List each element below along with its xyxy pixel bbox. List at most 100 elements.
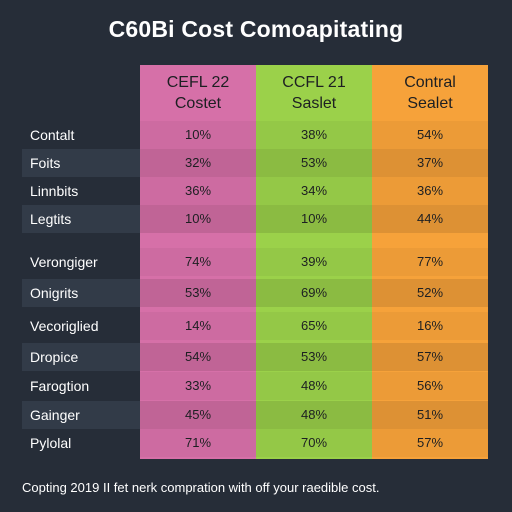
table-cell: 36% — [184, 183, 212, 198]
table-cell: 77% — [416, 254, 444, 269]
column-header-line: Costet — [174, 95, 222, 112]
comparison-table: CEFL 22 Costet CCFL 21 Saslet Contral Sealet C… — [22, 65, 490, 459]
table-row: Linnbits 36% 34% 36% — [22, 177, 490, 205]
table-cell: 56% — [416, 378, 444, 393]
row-stripe — [22, 279, 140, 307]
column-header-line: Sealet — [407, 95, 453, 112]
table-cell: 37% — [416, 155, 444, 170]
table-cell: 51% — [416, 407, 444, 422]
column-header: CCFL 21 Saslet — [256, 65, 372, 121]
row-shade — [140, 312, 256, 340]
row-shade — [256, 177, 372, 205]
table-cell: 36% — [416, 183, 444, 198]
table-cell: 10% — [184, 127, 212, 142]
row-shade — [256, 205, 372, 233]
row-label: Gainger — [30, 407, 80, 423]
table-row: Foits 32% 53% 37% — [22, 149, 490, 177]
row-shade — [372, 429, 488, 457]
row-shade — [256, 149, 372, 177]
table-cell: 48% — [300, 407, 328, 422]
row-shade — [140, 372, 256, 400]
row-shade — [140, 248, 256, 276]
column-header-line: Saslet — [291, 95, 337, 112]
row-shade — [140, 279, 256, 307]
row-label: Verongiger — [30, 254, 98, 270]
table-row: Vecoriglied 14% 65% 16% — [22, 312, 490, 340]
table-cell: 53% — [184, 285, 212, 300]
table-cell: 48% — [300, 378, 328, 393]
table-cell: 69% — [300, 285, 328, 300]
table-cell: 14% — [184, 318, 212, 333]
table-cell: 52% — [416, 285, 444, 300]
table-cell: 74% — [184, 254, 212, 269]
table-cell: 70% — [300, 435, 328, 450]
table-row: Contalt 10% 38% 54% — [22, 121, 490, 149]
table-row: Pylolal 71% 70% 57% — [22, 429, 490, 457]
row-shade — [140, 401, 256, 429]
table-cell: 53% — [300, 155, 328, 170]
table-row: Gainger 45% 48% 51% — [22, 401, 490, 429]
row-label: Dropice — [30, 349, 79, 365]
row-shade — [372, 205, 488, 233]
row-label: Contalt — [30, 127, 75, 143]
row-shade — [256, 343, 372, 371]
table-row: Farogtion 33% 48% 56% — [22, 372, 490, 400]
column-header: CEFL 22 Costet — [140, 65, 256, 121]
row-label: Foits — [30, 155, 61, 171]
table-cell: 34% — [300, 183, 328, 198]
column-header-line: CCFL 21 — [282, 74, 346, 91]
row-label: Pylolal — [30, 435, 72, 451]
row-label: Onigrits — [30, 285, 79, 301]
row-shade — [372, 177, 488, 205]
row-shade — [372, 401, 488, 429]
column-header: Contral Sealet — [372, 65, 488, 121]
table-row: Dropice 54% 53% 57% — [22, 343, 490, 371]
row-shade — [372, 121, 488, 149]
table-cell: 57% — [416, 349, 444, 364]
column-background — [256, 65, 373, 459]
table-cell: 57% — [416, 435, 444, 450]
column-background — [140, 65, 257, 459]
row-shade — [140, 149, 256, 177]
table-cell: 33% — [184, 378, 212, 393]
row-shade — [372, 372, 488, 400]
table-cell: 65% — [300, 318, 328, 333]
row-shade — [256, 121, 372, 149]
table-cell: 10% — [184, 211, 212, 226]
row-label: Farogtion — [30, 378, 90, 394]
table-row: Onigrits 53% 69% 52% — [22, 279, 490, 307]
row-shade — [256, 372, 372, 400]
row-label: Linnbits — [30, 183, 79, 199]
table-cell: 54% — [184, 349, 212, 364]
table-cell: 16% — [416, 318, 444, 333]
row-stripe — [22, 401, 140, 429]
row-shade — [372, 248, 488, 276]
row-shade — [140, 205, 256, 233]
row-stripe — [22, 149, 140, 177]
row-shade — [256, 429, 372, 457]
column-header-line: CEFL 22 — [166, 74, 230, 91]
column-background — [372, 65, 488, 459]
row-shade — [140, 429, 256, 457]
table-row: Verongiger 74% 39% 77% — [22, 248, 490, 276]
table-cell: 54% — [416, 127, 444, 142]
row-shade — [256, 279, 372, 307]
chart-title: C60Bi Cost Comoapitating — [108, 16, 404, 42]
table-cell: 53% — [300, 349, 328, 364]
row-shade — [256, 248, 372, 276]
table-cell: 71% — [184, 435, 212, 450]
row-label: Vecoriglied — [30, 318, 99, 334]
row-shade — [372, 279, 488, 307]
table-cell: 45% — [184, 407, 212, 422]
row-shade — [372, 312, 488, 340]
footer-note: Copting 2019 II fet nerk compration with… — [22, 480, 380, 495]
row-shade — [256, 312, 372, 340]
row-stripe — [22, 205, 140, 233]
table-cell: 44% — [416, 211, 444, 226]
row-shade — [140, 121, 256, 149]
row-shade — [256, 401, 372, 429]
column-header-line: Contral — [404, 74, 456, 91]
table-cell: 39% — [300, 254, 328, 269]
table-cell: 32% — [184, 155, 212, 170]
table-cell: 38% — [300, 127, 328, 142]
